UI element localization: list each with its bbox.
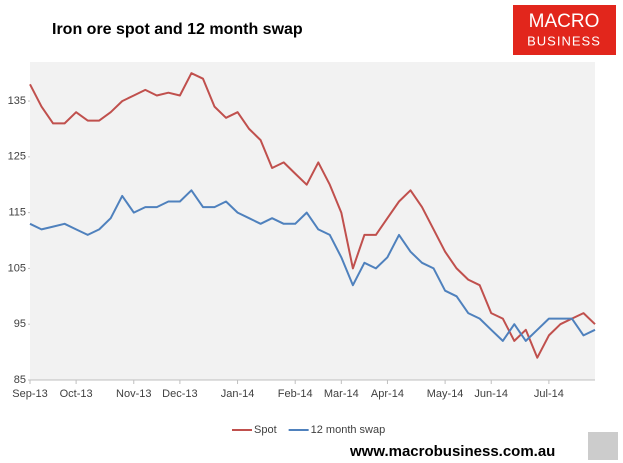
logo-box	[513, 5, 616, 55]
footer-url: www.macrobusiness.com.au	[349, 443, 555, 460]
logo-bottom: BUSINESS	[527, 33, 601, 48]
chart-title: Iron ore spot and 12 month swap	[52, 21, 303, 38]
x-tick-label: Nov-13	[116, 388, 151, 400]
y-tick-label: 135	[8, 95, 26, 107]
y-tick-label: 115	[8, 207, 26, 219]
x-tick-label: May-14	[427, 388, 464, 400]
y-tick-label: 125	[8, 151, 26, 163]
y-tick-label: 95	[14, 318, 26, 330]
x-tick-label: Jan-14	[221, 388, 255, 400]
x-tick-label: Mar-14	[324, 388, 359, 400]
wolf-icon	[588, 432, 618, 460]
x-tick-label: Sep-13	[12, 388, 47, 400]
y-tick-label: 85	[14, 374, 26, 386]
legend-label: 12 month swap	[311, 424, 386, 436]
x-tick-label: Apr-14	[371, 388, 404, 400]
x-tick-label: Dec-13	[162, 388, 197, 400]
series-line	[29, 72, 596, 359]
y-tick-label: 105	[8, 262, 26, 274]
x-tick-label: Oct-13	[60, 388, 93, 400]
legend-label: Spot	[254, 424, 277, 436]
x-tick-label: Jul-14	[534, 388, 564, 400]
series-line	[29, 189, 596, 342]
x-tick-label: Jun-14	[474, 388, 508, 400]
x-tick-label: Feb-14	[278, 388, 313, 400]
logo-top: MACRO	[529, 11, 600, 32]
